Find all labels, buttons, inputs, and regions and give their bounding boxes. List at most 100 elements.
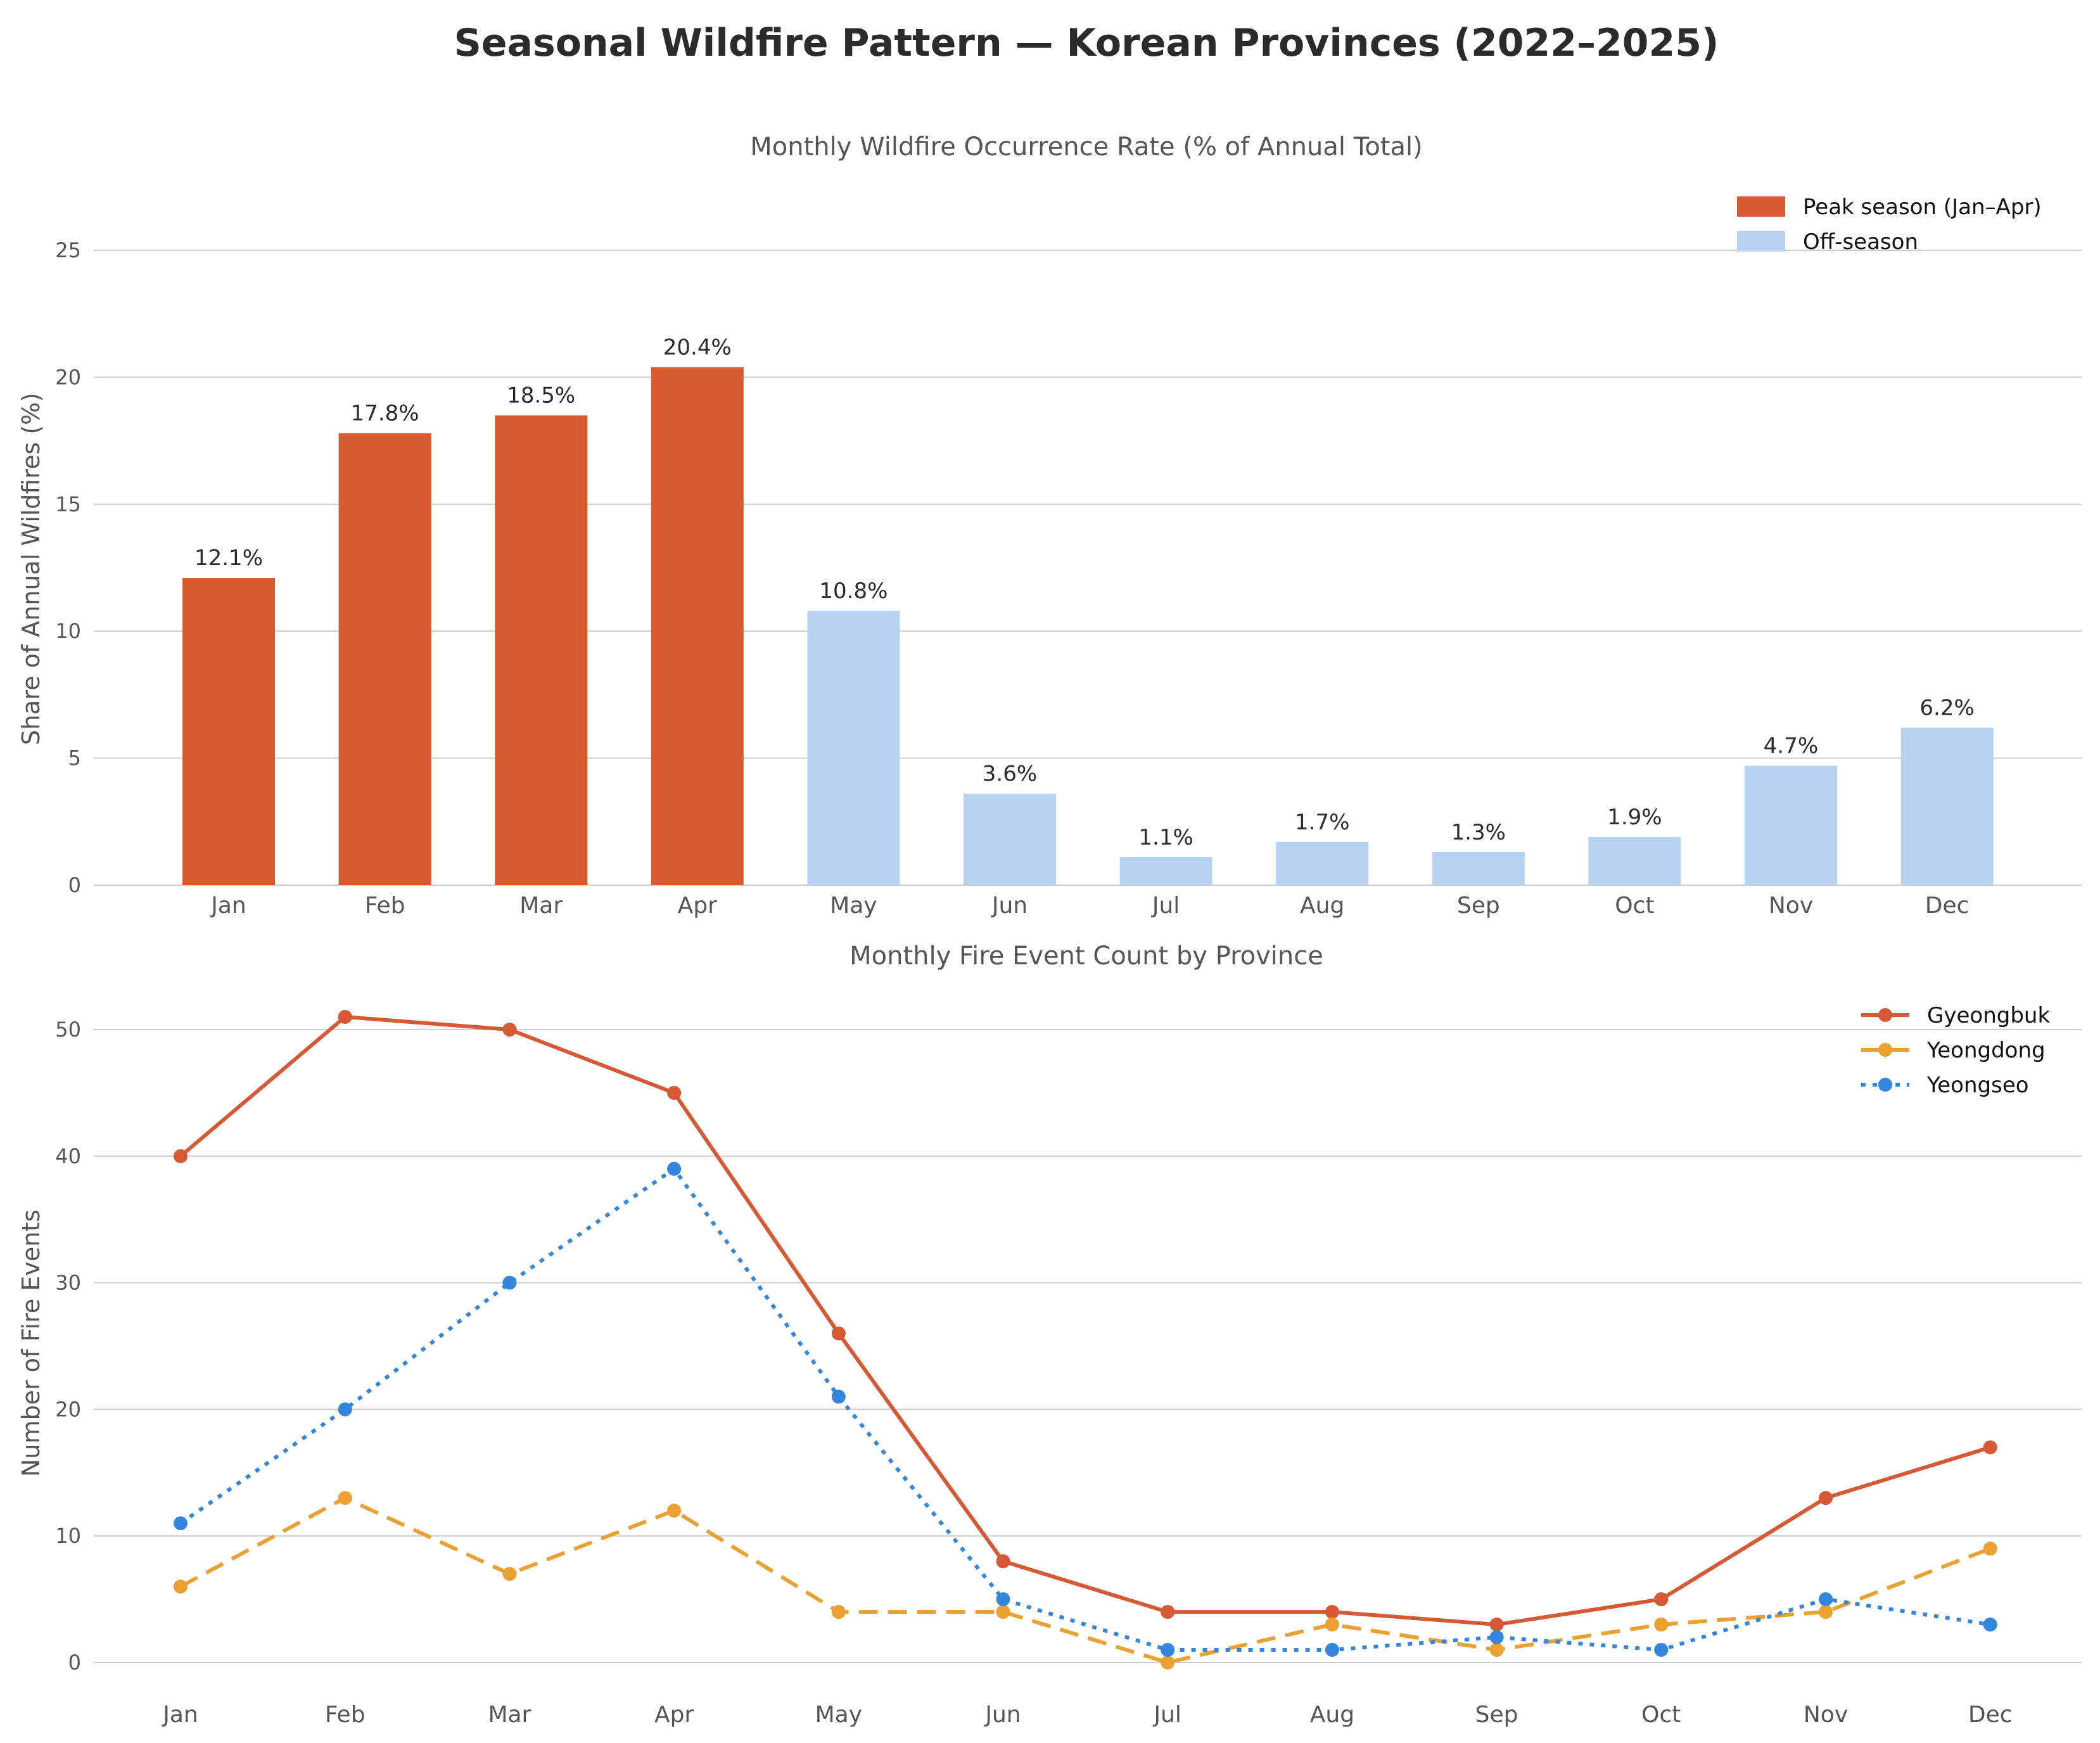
legend-label-yeongdong: Yeongdong [1926, 1038, 2046, 1063]
bar-xtick-label: Dec [1925, 893, 1970, 919]
line-marks [174, 1010, 1997, 1670]
point-gyeongbuk-nov [1819, 1491, 1833, 1505]
point-yeongdong-sep [1489, 1643, 1504, 1657]
bar-ytick-label: 0 [68, 873, 81, 897]
point-gyeongbuk-jul [1161, 1605, 1175, 1619]
legend-label-off: Off-season [1803, 229, 1918, 255]
legend-swatch-peak [1737, 196, 1785, 217]
bar-jan [182, 578, 275, 885]
legend-label-peak: Peak season (Jan–Apr) [1803, 195, 2042, 220]
line-chart-title: Monthly Fire Event Count by Province [850, 942, 1323, 971]
bar-chart-panel: Monthly Wildfire Occurrence Rate (% of A… [17, 132, 2082, 919]
legend-marker-gyeongbuk [1878, 1008, 1892, 1022]
bar-feb [338, 433, 431, 885]
point-yeongdong-mar [502, 1567, 517, 1581]
line-xtick-label: Jan [162, 1702, 198, 1728]
point-yeongseo-mar [502, 1275, 517, 1290]
bar-ytick-label: 20 [55, 365, 81, 389]
line-ytick-label: 20 [55, 1397, 81, 1421]
point-yeongseo-jan [174, 1516, 188, 1531]
point-yeongseo-dec [1983, 1618, 1997, 1632]
point-yeongdong-jun [996, 1605, 1010, 1619]
line-xticks: Jan Feb Mar Apr May Jun Jul Aug Sep Oct Nov Dec [162, 1702, 2012, 1728]
bar-value-label: 20.4% [663, 335, 732, 360]
point-yeongseo-aug [1325, 1643, 1339, 1657]
point-yeongseo-nov [1819, 1592, 1833, 1607]
bar-ytick-label: 15 [55, 492, 81, 516]
bar-value-label: 3.6% [983, 762, 1037, 787]
bar-value-label: 12.1% [194, 546, 263, 571]
bar-xtick-label: Feb [365, 893, 405, 919]
bar-chart-title: Monthly Wildfire Occurrence Rate (% of A… [750, 132, 1422, 162]
bar-value-label: 1.1% [1138, 825, 1193, 850]
bar-nov [1745, 765, 1837, 885]
point-yeongdong-feb [338, 1491, 352, 1505]
line-ytick-label: 30 [55, 1271, 81, 1295]
point-yeongdong-aug [1325, 1618, 1339, 1632]
point-gyeongbuk-jun [996, 1554, 1010, 1569]
bar-chart-ylabel: Share of Annual Wildfires (%) [17, 393, 45, 745]
line-xtick-label: Mar [488, 1702, 531, 1728]
line-legend: Gyeongbuk Yeongdong Yeongseo [1861, 1003, 2050, 1098]
line-ytick-label: 10 [55, 1524, 81, 1548]
point-yeongdong-dec [1983, 1542, 1997, 1556]
bar-mar [495, 415, 588, 885]
point-yeongdong-jul [1161, 1656, 1175, 1670]
line-xtick-label: Sep [1475, 1702, 1518, 1728]
point-gyeongbuk-oct [1654, 1592, 1669, 1607]
point-gyeongbuk-apr [667, 1085, 682, 1100]
bar-xtick-label: Oct [1615, 893, 1654, 919]
legend-marker-yeongseo [1878, 1078, 1892, 1092]
bar-ytick-label: 10 [55, 619, 81, 643]
bar-xtick-label: Aug [1300, 893, 1344, 919]
point-gyeongbuk-dec [1983, 1440, 1997, 1455]
point-gyeongbuk-may [831, 1326, 846, 1341]
point-yeongseo-jun [996, 1592, 1010, 1607]
bar-ytick-label: 5 [68, 746, 81, 770]
bar-value-label: 1.3% [1451, 820, 1506, 845]
series-line-gyeongbuk [179, 1015, 1991, 1627]
line-grid: 0 10 20 30 40 50 [55, 1018, 2082, 1675]
bar-xtick-label: Nov [1769, 893, 1813, 919]
point-yeongdong-apr [667, 1504, 682, 1518]
figure-title: Seasonal Wildfire Pattern — Korean Provi… [454, 21, 1719, 65]
bar-may [807, 611, 900, 885]
line-chart-ylabel: Number of Fire Events [17, 1210, 45, 1477]
line-ytick-label: 50 [55, 1018, 81, 1042]
point-gyeongbuk-mar [502, 1023, 517, 1037]
bar-value-label: 4.7% [1764, 734, 1818, 759]
bar-dec [1900, 727, 1994, 885]
line-xtick-label: Aug [1310, 1702, 1354, 1728]
line-xtick-label: Nov [1804, 1702, 1848, 1728]
bar-apr [651, 367, 744, 885]
bar-xtick-label: Apr [678, 893, 717, 919]
series-line-yeongseo [179, 1166, 1991, 1652]
bar-oct [1588, 836, 1681, 885]
line-chart-panel: Monthly Fire Event Count by Province Num… [17, 942, 2082, 1728]
bar-sep [1432, 852, 1525, 885]
bar-value-label: 17.8% [351, 401, 419, 426]
bar-value-label: 10.8% [819, 578, 888, 604]
bar-xtick-label: Mar [519, 893, 563, 919]
bar-value-label: 1.7% [1295, 810, 1349, 835]
point-yeongdong-oct [1654, 1618, 1669, 1632]
bar-xtick-label: Sep [1457, 893, 1500, 919]
point-gyeongbuk-jan [174, 1149, 188, 1163]
point-yeongdong-may [831, 1605, 846, 1619]
line-xtick-label: Jun [984, 1702, 1021, 1728]
point-yeongseo-feb [338, 1402, 352, 1417]
point-yeongdong-jan [174, 1580, 188, 1594]
bar-xtick-label: Jun [991, 893, 1028, 919]
point-gyeongbuk-sep [1489, 1618, 1504, 1632]
line-xtick-label: Apr [654, 1702, 694, 1728]
point-yeongseo-jul [1161, 1643, 1175, 1657]
bar-value-label: 1.9% [1607, 805, 1662, 830]
legend-marker-yeongdong [1878, 1043, 1892, 1057]
bar-marks: 12.1% 17.8% 18.5% 20.4% 10.8% 3.6% 1.1% 1.7% 1.3… [182, 335, 1994, 885]
bar-xticks: Jan Feb Mar Apr May Jun Jul Aug Sep Oct Nov Dec [210, 893, 1969, 919]
bar-xtick-label: May [830, 893, 877, 919]
legend-label-yeongseo: Yeongseo [1926, 1073, 2029, 1098]
bar-value-label: 18.5% [507, 383, 575, 409]
point-yeongdong-nov [1819, 1605, 1833, 1619]
